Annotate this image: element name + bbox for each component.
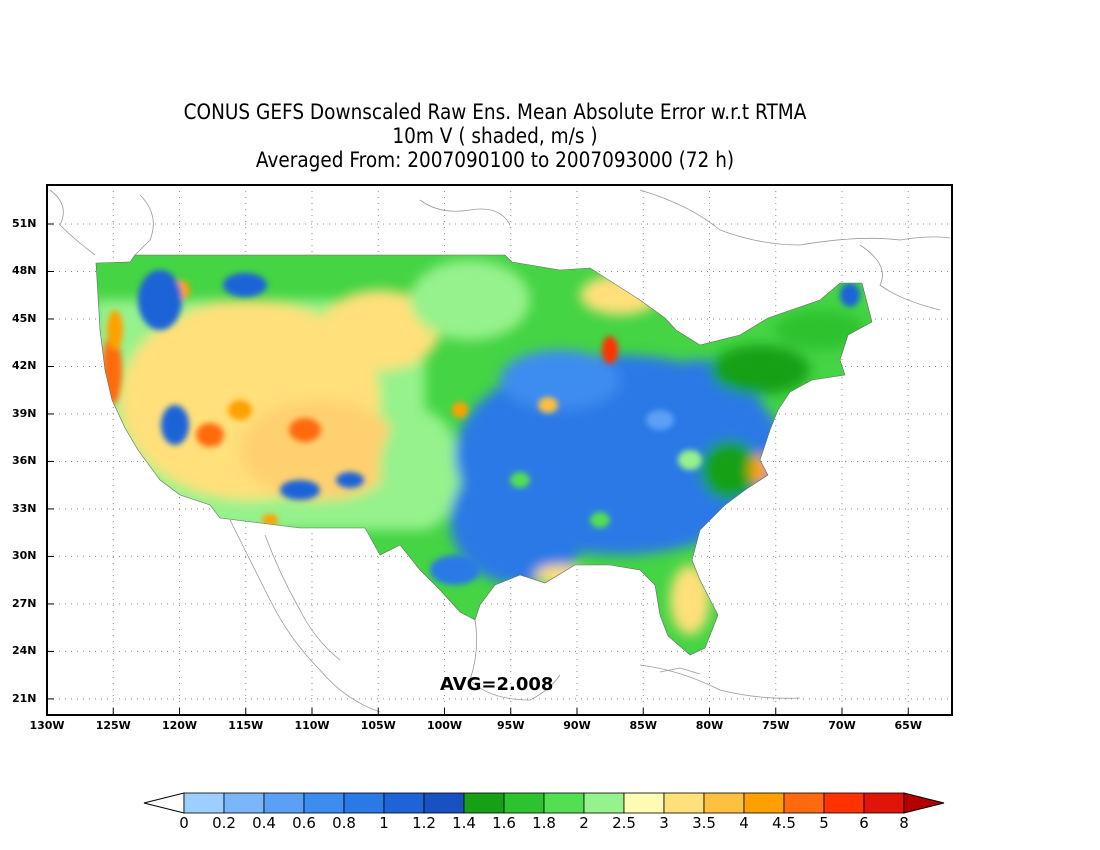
- colorbar-tick-label: 8: [899, 814, 909, 832]
- colorbar-box: [303, 792, 345, 814]
- lon-label: 75W: [762, 719, 790, 732]
- colorbar-box: [783, 792, 825, 814]
- colorbar-tick-label: 2: [579, 814, 589, 832]
- colorbar-tick-label: 1.6: [492, 814, 516, 832]
- colorbar-box: [423, 792, 465, 814]
- lat-label: 36N: [12, 454, 37, 468]
- colorbar-box: [623, 792, 665, 814]
- colorbar-tick-label: 1.8: [532, 814, 556, 832]
- colorbar-tick-label: 1.4: [452, 814, 476, 832]
- lon-label: 100W: [426, 719, 463, 732]
- title-line-2: 10m V ( shaded, m/s ): [392, 124, 598, 148]
- lat-label: 45N: [12, 311, 37, 325]
- average-label: AVG=2.008: [440, 674, 554, 695]
- colorbar-high-arrow: [903, 792, 945, 814]
- title-line-3: Averaged From: 2007090100 to 2007093000 …: [255, 148, 735, 172]
- colorbar-tick-label: 3.5: [692, 814, 716, 832]
- colorbar-tick-label: 0.4: [252, 814, 276, 832]
- colorbar-tick-label: 4.5: [772, 814, 796, 832]
- lon-label: 85W: [629, 719, 657, 732]
- colorbar-tick-label: 0.6: [292, 814, 316, 832]
- lat-label: 21N: [12, 691, 37, 705]
- colorbar-box: [503, 792, 545, 814]
- map-title: CONUS GEFS Downscaled Raw Ens. Mean Abso…: [59, 100, 930, 172]
- lon-label: 80W: [695, 719, 724, 732]
- axis-ticks: [47, 223, 909, 715]
- colorbar-box: [703, 792, 745, 814]
- lon-label: 120W: [161, 719, 198, 732]
- colorbar-tick-label: 3: [659, 814, 669, 832]
- lon-label: 95W: [497, 719, 525, 732]
- colorbar: [143, 792, 945, 814]
- lat-label: 42N: [12, 359, 37, 373]
- colorbar-tick-label: 1.2: [412, 814, 436, 832]
- colorbar-tick-label: 4: [739, 814, 749, 832]
- title-line-1: CONUS GEFS Downscaled Raw Ens. Mean Abso…: [183, 100, 807, 124]
- colorbar-box: [663, 792, 705, 814]
- colorbar-box: [263, 792, 305, 814]
- lon-label: 90W: [563, 719, 591, 732]
- lat-label: 27N: [12, 596, 37, 610]
- lon-label: 115W: [228, 719, 264, 732]
- conus-outline: [95, 254, 873, 656]
- colorbar-box: [863, 792, 905, 814]
- lon-label: 130W: [29, 719, 65, 732]
- colorbar-tick-label: 2.5: [612, 814, 636, 832]
- lat-label: 48N: [12, 264, 37, 278]
- lon-label: 125W: [95, 719, 131, 732]
- colorbar-tick-label: 5: [819, 814, 829, 832]
- lon-label: 65W: [894, 719, 922, 732]
- colorbar-tick-label: 0.2: [212, 814, 236, 832]
- lon-label: 110W: [294, 719, 330, 732]
- colorbar-box: [743, 792, 785, 814]
- colorbar-tick-label: 0: [179, 814, 189, 832]
- lat-label: 30N: [12, 549, 37, 563]
- colorbar-tick-label: 0.8: [332, 814, 356, 832]
- lat-label: 33N: [12, 501, 37, 515]
- lat-label: 24N: [12, 644, 37, 658]
- lon-label: 105W: [360, 719, 396, 732]
- colorbar-low-arrow: [143, 792, 185, 814]
- colorbar-box: [183, 792, 225, 814]
- colorbar-tick-label: 6: [859, 814, 869, 832]
- colorbar-box: [583, 792, 625, 814]
- colorbar-box: [223, 792, 265, 814]
- colorbar-box: [343, 792, 385, 814]
- colorbar-box: [463, 792, 505, 814]
- colorbar-box: [383, 792, 425, 814]
- colorbar-box: [543, 792, 585, 814]
- lat-label: 39N: [12, 406, 37, 420]
- colorbar-box: [823, 792, 865, 814]
- lon-label: 70W: [828, 719, 856, 732]
- coastlines: [49, 189, 951, 713]
- colorbar-tick-label: 1: [379, 814, 389, 832]
- map-frame: [46, 184, 953, 716]
- lat-label: 51N: [12, 217, 37, 230]
